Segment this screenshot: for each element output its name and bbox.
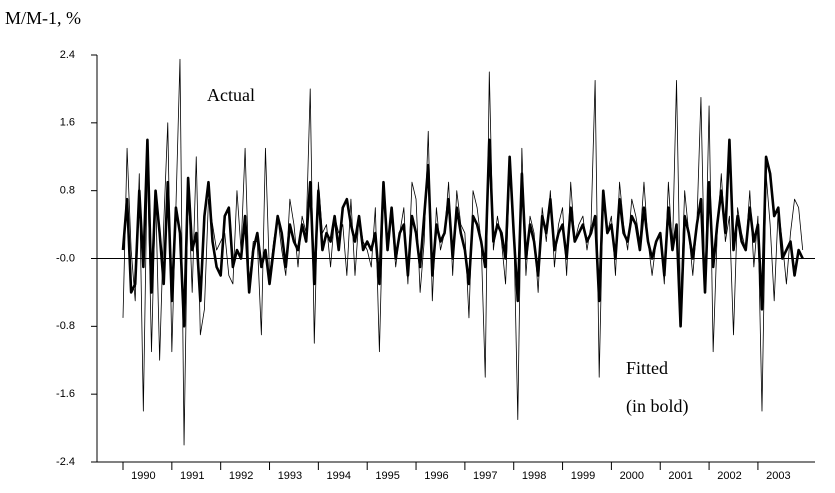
x-tick-label: 2003 <box>766 470 790 482</box>
x-tick-label: 1997 <box>473 470 497 482</box>
x-tick-label: 1995 <box>375 470 399 482</box>
x-tick-label: 1998 <box>522 470 546 482</box>
series-line <box>121 138 804 328</box>
annotation: Fitted <box>626 358 668 378</box>
x-tick-label: 1991 <box>180 470 204 482</box>
annotation: (in bold) <box>626 396 689 417</box>
x-tick-label: 1993 <box>278 470 302 482</box>
x-tick-label: 1999 <box>571 470 595 482</box>
y-tick-label: 2.4 <box>60 49 75 61</box>
x-tick-label: 1996 <box>424 470 448 482</box>
y-tick-label: 0.8 <box>60 185 75 197</box>
x-tick-label: 2001 <box>668 470 692 482</box>
series-line <box>122 58 804 446</box>
y-axis-label: M/M-1, % <box>5 8 81 28</box>
y-tick-label: -0.0 <box>56 252 75 264</box>
x-tick-label: 1992 <box>229 470 253 482</box>
x-tick-label: 1994 <box>327 470 351 482</box>
x-tick-label: 1990 <box>131 470 155 482</box>
x-tick-label: 2000 <box>620 470 644 482</box>
y-tick-label: -1.6 <box>56 388 75 400</box>
y-tick-label: 1.6 <box>60 117 75 129</box>
x-tick-label: 2002 <box>717 470 741 482</box>
annotation: Actual <box>207 85 255 105</box>
y-tick-label: -2.4 <box>56 456 75 468</box>
y-tick-label: -0.8 <box>56 320 75 332</box>
